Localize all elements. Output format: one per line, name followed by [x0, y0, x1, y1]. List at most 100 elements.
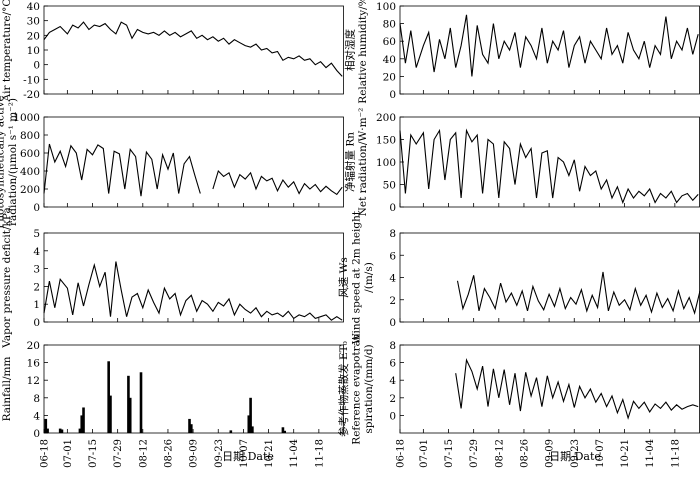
- rain-bar: [229, 430, 233, 433]
- y-tick-label-vpd: 5: [33, 228, 40, 240]
- y-axis-label-temp: 空气温度 T: [0, 24, 1, 76]
- rain-bar: [128, 397, 132, 433]
- rain-bar: [82, 407, 85, 433]
- rain-bar: [109, 395, 112, 433]
- x-tick-label-et0: 07-01: [419, 439, 430, 468]
- rain-bar: [78, 428, 82, 433]
- y-tick-label-par: 200: [20, 184, 40, 196]
- y-axis-label-rain: 降水量: [0, 373, 1, 405]
- y-tick-label-ws: 0: [389, 317, 396, 329]
- y-axis-label-rain: Rainfall/mm: [1, 357, 13, 422]
- y-axis-label-rn: 净辐射量 Rn: [344, 132, 357, 192]
- y-tick-label-temp: -10: [23, 74, 40, 86]
- x-tick-label-rain: 09-09: [189, 439, 200, 468]
- y-tick-label-vpd: 2: [33, 281, 40, 293]
- series-line-vpd: [43, 261, 343, 321]
- rain-bar: [283, 430, 287, 433]
- y-axis-label-et0: 参考作物蒸散发 ET₀: [337, 341, 350, 437]
- plot-frame-vpd: [43, 232, 344, 323]
- x-tick-label-et0: 07-29: [469, 439, 480, 468]
- y-axis-label-ws: Wind speed at 2m height: [351, 210, 363, 344]
- panel-et0: 0 2 4 6 8 参考作物蒸散发 ET₀ Reference evapotran spira…: [337, 333, 700, 468]
- rain-bar: [80, 415, 84, 433]
- x-tick-label-et0: 08-26: [519, 439, 530, 468]
- y-axis-label-rn: Net radiation/W·m⁻²: [357, 108, 369, 217]
- y-tick-label-ws: 6: [389, 250, 396, 262]
- y-tick-label-rain: 4: [33, 410, 40, 422]
- y-tick-label-rh: 0: [389, 89, 396, 101]
- x-tick-label-rain: 10-07: [239, 439, 250, 468]
- y-tick-label-temp: 10: [27, 45, 40, 57]
- panel-rain: 0 4 8 12 16 20 降水量Rainfall/mm 06-18 07-01 07-15 07…: [0, 340, 344, 468]
- rain-bar: [190, 424, 193, 433]
- y-tick-label-temp: 20: [27, 30, 40, 42]
- rain-bar: [247, 415, 251, 433]
- y-axis-label-ws: 风速 Ws: [338, 257, 350, 298]
- y-axis-label-par: Photosynthetically active: [0, 95, 7, 229]
- plot-frame-ws: [399, 232, 700, 323]
- y-tick-label-ws: 2: [389, 295, 396, 307]
- y-axis-label-ws: /(m/s): [363, 262, 375, 293]
- y-tick-label-rh: 20: [383, 71, 396, 83]
- rain-bar: [44, 418, 48, 433]
- series-line-par-1: [43, 143, 201, 197]
- x-tick-label-et0: 06-18: [396, 439, 407, 468]
- y-tick-label-vpd: 0: [33, 317, 40, 329]
- x-tick-label-rain: 11-18: [314, 439, 325, 468]
- y-tick-label-et0: 4: [389, 375, 396, 387]
- series-line-rh: [399, 14, 699, 77]
- rain-bar: [58, 428, 62, 433]
- y-tick-label-et0: 8: [389, 340, 396, 352]
- plot-frame-rain: [43, 344, 344, 434]
- rain-bar: [251, 426, 254, 433]
- y-tick-label-rain: 20: [27, 340, 40, 352]
- y-tick-label-rn: 150: [376, 135, 396, 147]
- rain-bar: [249, 397, 252, 433]
- series-line-ws: [456, 271, 700, 316]
- y-axis-label-rh: Relative humidity/%: [357, 0, 369, 104]
- y-tick-label-rn: 100: [376, 157, 396, 169]
- y-tick-label-par: 400: [20, 166, 40, 178]
- plot-frame-temp: [43, 5, 344, 95]
- x-tick-label-et0: 10-07: [595, 439, 606, 468]
- x-tick-label-rain: 08-12: [138, 439, 149, 468]
- x-tick-label-et0: 11-04: [645, 439, 656, 468]
- series-line-rn: [399, 128, 699, 205]
- y-axis-label-vpd: 饱和水汽压差 VPD: [0, 233, 1, 322]
- x-tick-label-et0: 11-18: [670, 439, 681, 468]
- x-tick-label-et0: 09-09: [545, 439, 556, 468]
- y-tick-label-rh: 80: [383, 19, 396, 31]
- left-column: -20-10010203040空气温度 TAir temperature/°C0…: [0, 0, 344, 468]
- y-tick-label-et0: 0: [389, 410, 396, 422]
- y-tick-label-temp: 40: [27, 1, 40, 13]
- panel-ws: 0 2 4 6 8 风速 Ws Wind speed at 2m height/(m/s): [338, 210, 700, 344]
- y-tick-label-rh: 60: [383, 36, 396, 48]
- panel-vpd: 0 1 2 3 4 5 饱和水汽压差 VPDVapor pressure deficit/k…: [0, 207, 344, 349]
- y-axis-label-et0: Reference evapotran: [351, 333, 363, 445]
- y-tick-label-par: 1000: [13, 112, 40, 124]
- y-tick-label-rh: 100: [376, 1, 396, 13]
- y-tick-label-rain: 0: [33, 428, 40, 440]
- x-axis-label-left: 日期 Date: [222, 450, 274, 463]
- rain-bar: [188, 418, 191, 433]
- y-tick-label-et0: 6: [389, 358, 396, 370]
- x-tick-label-rain: 07-01: [63, 439, 74, 468]
- x-tick-label-rain: 08-26: [163, 439, 174, 468]
- series-line-et0: [455, 358, 699, 420]
- panel-temp: -20 -10 0 10 20 30 40 空气温度 TAir temperature/°C: [0, 0, 344, 102]
- y-axis-label-vpd: Vapor pressure deficit/kPa: [1, 207, 13, 349]
- y-axis-label-par: radiation/(μmol s⁻¹ m⁻²): [7, 98, 19, 226]
- x-tick-label-rain: 06-18: [40, 439, 51, 468]
- y-tick-label-temp: 30: [27, 16, 40, 28]
- panel-rh: 0 20 40 60 80 100 相对湿度 Relative humidity/%: [344, 0, 700, 104]
- rain-bar: [46, 428, 49, 433]
- y-tick-label-rain: 16: [27, 358, 41, 370]
- y-axis-label-et0: spiration/(mm/d): [363, 344, 375, 433]
- x-tick-label-rain: 07-29: [113, 439, 124, 468]
- y-tick-label-rh: 40: [383, 54, 396, 66]
- rain-bar: [281, 427, 285, 433]
- y-tick-label-ws: 8: [389, 228, 396, 240]
- rain-bar: [107, 361, 110, 433]
